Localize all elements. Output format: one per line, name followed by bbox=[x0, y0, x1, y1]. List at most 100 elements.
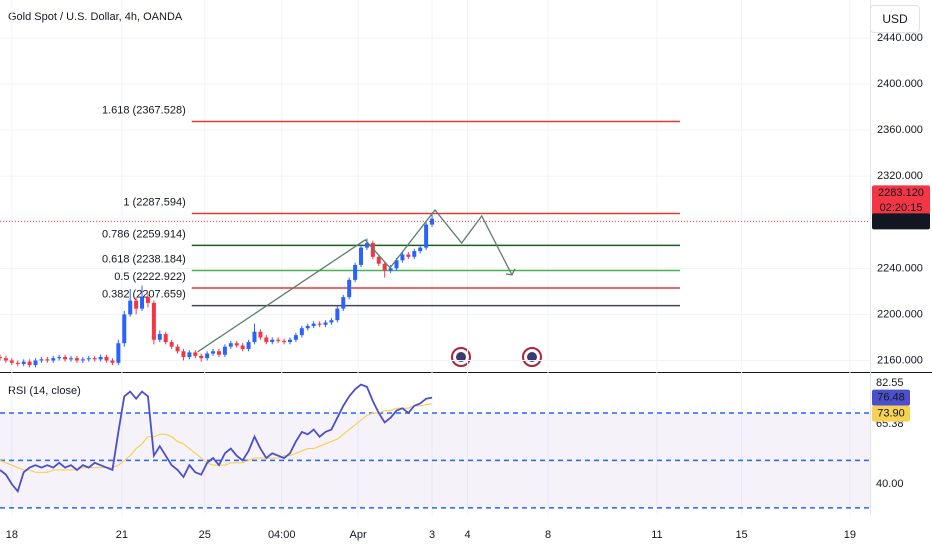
last-value: 73.90 bbox=[877, 407, 905, 419]
candle-body bbox=[240, 345, 245, 349]
y-tick-label: 2360.000 bbox=[877, 124, 923, 136]
candle-body bbox=[270, 339, 275, 343]
candle-body bbox=[140, 297, 145, 309]
candle-body bbox=[364, 243, 369, 248]
candle-body bbox=[92, 358, 97, 360]
y-tick-label: 2160.000 bbox=[877, 354, 923, 366]
candle-body bbox=[181, 351, 186, 358]
candle-body bbox=[317, 323, 322, 325]
candle-body bbox=[424, 224, 429, 248]
candle-body bbox=[412, 251, 417, 257]
last-price: 2283.120 bbox=[878, 187, 924, 199]
candle-body bbox=[388, 268, 393, 271]
candle-body bbox=[418, 247, 423, 252]
chart-title: Gold Spot / U.S. Dollar, 4h, OANDA bbox=[8, 11, 183, 23]
candle-body bbox=[341, 297, 346, 309]
candle-body bbox=[9, 360, 14, 363]
candle-body bbox=[216, 351, 221, 355]
x-tick-label: Apr bbox=[349, 529, 366, 541]
candle-body bbox=[21, 361, 26, 364]
candle-body bbox=[347, 279, 352, 298]
candle-body bbox=[193, 352, 198, 356]
candle-body bbox=[187, 352, 192, 358]
fib-label: 0.618 (2238.184) bbox=[102, 253, 186, 265]
event-icon-flag bbox=[456, 352, 466, 362]
candle-body bbox=[110, 360, 115, 363]
candle-body bbox=[222, 346, 227, 355]
candle-body bbox=[282, 340, 287, 343]
fib-label: 0.786 (2259.914) bbox=[102, 228, 186, 240]
y-tick-label: 2320.000 bbox=[877, 170, 923, 182]
candle-body bbox=[293, 335, 298, 340]
price-line-box bbox=[872, 213, 930, 230]
candle-body bbox=[246, 342, 251, 349]
candle-body bbox=[3, 358, 8, 361]
candle-body bbox=[122, 314, 127, 344]
candle-body bbox=[86, 358, 91, 360]
x-tick-label: 25 bbox=[199, 529, 211, 541]
candle-body bbox=[63, 357, 68, 360]
arrow-head bbox=[505, 268, 516, 276]
candle-body bbox=[104, 357, 109, 361]
candle-body bbox=[406, 254, 411, 257]
fib-label: 1 (2287.594) bbox=[123, 196, 185, 208]
candle-body bbox=[394, 260, 399, 269]
y-tick-label: 2240.000 bbox=[877, 262, 923, 274]
last-price-box bbox=[872, 185, 930, 218]
candle-body bbox=[211, 351, 216, 354]
candle-body bbox=[199, 355, 204, 359]
candle-body bbox=[0, 357, 2, 359]
candle-body bbox=[288, 339, 292, 343]
candle-body bbox=[430, 218, 435, 225]
candle-body bbox=[359, 247, 364, 265]
candle-body bbox=[74, 358, 79, 361]
candle-body bbox=[323, 322, 328, 325]
x-tick-label: 3 bbox=[429, 529, 435, 541]
candle-body bbox=[305, 325, 310, 329]
candle-body bbox=[228, 343, 233, 347]
currency-button[interactable]: USD bbox=[870, 5, 920, 33]
y-tick-label: 2440.000 bbox=[877, 32, 923, 44]
candle-body bbox=[80, 359, 85, 361]
x-tick-label: 04:00 bbox=[268, 529, 296, 541]
rsi-line bbox=[0, 403, 433, 473]
event-icon-flag bbox=[527, 352, 537, 362]
candle-body bbox=[353, 264, 358, 280]
candle-body bbox=[57, 357, 62, 359]
x-tick-label: 11 bbox=[651, 529, 662, 541]
fib-label: 0.5 (2222.922) bbox=[114, 271, 186, 283]
rsi-title: RSI (14, close) bbox=[8, 385, 81, 397]
x-tick-label: 15 bbox=[735, 529, 747, 541]
candle-body bbox=[39, 359, 44, 361]
candle-body bbox=[329, 320, 334, 323]
candle-body bbox=[276, 339, 281, 341]
candle-body bbox=[252, 331, 257, 343]
candle-body bbox=[33, 360, 38, 366]
candle-body bbox=[169, 342, 174, 347]
last-value: 76.48 bbox=[877, 391, 905, 403]
candle-body bbox=[134, 300, 139, 309]
y-tick-label: 2400.000 bbox=[877, 78, 923, 90]
x-tick-label: 4 bbox=[464, 529, 470, 541]
candle-body bbox=[382, 263, 387, 271]
candle-body bbox=[376, 256, 381, 264]
candle-body bbox=[299, 328, 304, 336]
candle-body bbox=[145, 297, 150, 303]
y-tick-label: 2200.000 bbox=[877, 308, 923, 320]
x-tick-label: 21 bbox=[116, 529, 128, 541]
x-tick-label: 8 bbox=[545, 529, 551, 541]
candle-body bbox=[151, 302, 156, 340]
projection-drawing bbox=[197, 208, 513, 353]
fib-label: 0.382 (2207.659) bbox=[102, 289, 186, 301]
candle-body bbox=[116, 343, 121, 363]
candle-body bbox=[128, 300, 133, 315]
candle-body bbox=[335, 308, 340, 321]
candle-body bbox=[311, 323, 316, 326]
y-tick-label: 82.55 bbox=[876, 377, 904, 389]
candle-body bbox=[258, 331, 263, 338]
x-tick-label: 19 bbox=[844, 529, 856, 541]
candle-body bbox=[400, 254, 405, 261]
event-icons[interactable] bbox=[451, 347, 542, 367]
